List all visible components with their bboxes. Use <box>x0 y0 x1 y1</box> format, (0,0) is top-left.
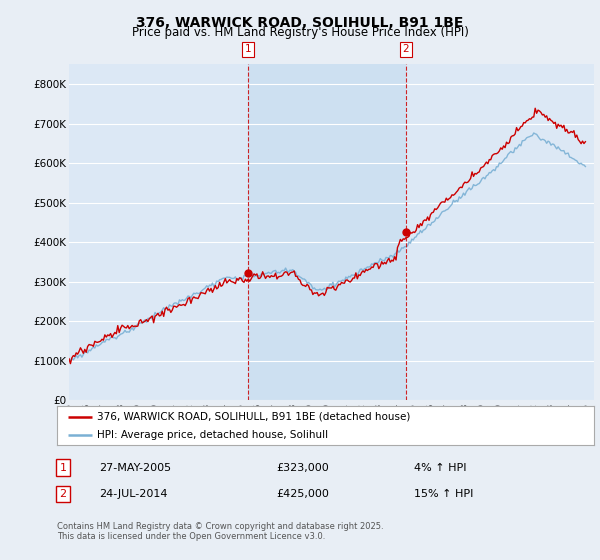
Text: 4% ↑ HPI: 4% ↑ HPI <box>414 463 467 473</box>
Text: £323,000: £323,000 <box>276 463 329 473</box>
Text: 376, WARWICK ROAD, SOLIHULL, B91 1BE (detached house): 376, WARWICK ROAD, SOLIHULL, B91 1BE (de… <box>97 412 410 422</box>
Text: 2: 2 <box>59 489 67 499</box>
Text: Contains HM Land Registry data © Crown copyright and database right 2025.
This d: Contains HM Land Registry data © Crown c… <box>57 522 383 542</box>
Text: HPI: Average price, detached house, Solihull: HPI: Average price, detached house, Soli… <box>97 430 328 440</box>
Text: 2: 2 <box>403 44 409 54</box>
Text: 24-JUL-2014: 24-JUL-2014 <box>99 489 167 499</box>
Text: 376, WARWICK ROAD, SOLIHULL, B91 1BE: 376, WARWICK ROAD, SOLIHULL, B91 1BE <box>136 16 464 30</box>
Bar <box>248 64 406 400</box>
Text: £425,000: £425,000 <box>276 489 329 499</box>
Text: 27-MAY-2005: 27-MAY-2005 <box>99 463 171 473</box>
Text: Price paid vs. HM Land Registry's House Price Index (HPI): Price paid vs. HM Land Registry's House … <box>131 26 469 39</box>
Text: 1: 1 <box>245 44 251 54</box>
Text: 15% ↑ HPI: 15% ↑ HPI <box>414 489 473 499</box>
Text: 1: 1 <box>59 463 67 473</box>
